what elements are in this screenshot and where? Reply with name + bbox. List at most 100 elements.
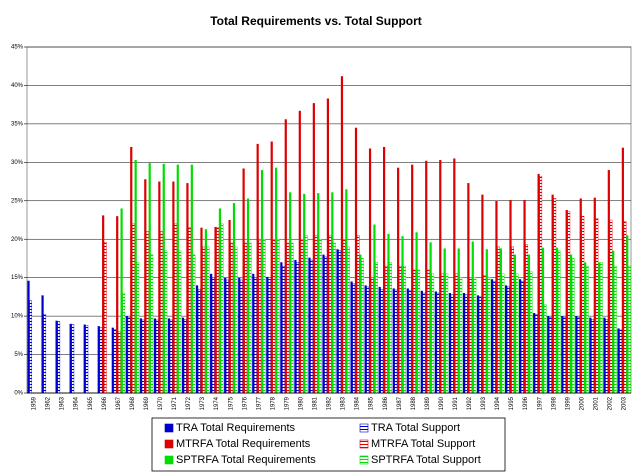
bar (567, 211, 571, 394)
legend-label: MTRFA Total Requirements (176, 438, 311, 450)
legend-swatch (359, 439, 369, 449)
bar (345, 189, 348, 393)
bar (240, 279, 243, 394)
bar (195, 285, 199, 393)
x-tick-label: 1965 (88, 396, 94, 410)
x-tick-label: 1985 (369, 396, 375, 410)
bar (354, 127, 358, 393)
bar (420, 290, 423, 393)
bar (230, 242, 234, 394)
y-tick-label: 45% (11, 45, 24, 51)
bar (246, 198, 250, 393)
bar (382, 146, 386, 393)
bar (565, 210, 568, 393)
bar (499, 248, 502, 393)
x-tick-label: 1993 (481, 396, 487, 410)
bar (415, 232, 418, 393)
bar (549, 317, 552, 394)
bar (547, 316, 550, 393)
bar (584, 262, 587, 393)
bar (628, 265, 631, 394)
bar (155, 319, 159, 394)
x-tick-label: 1990 (439, 396, 445, 410)
bar (425, 160, 428, 393)
bar (373, 224, 376, 393)
bar (244, 242, 248, 394)
bar (527, 254, 531, 393)
bar (448, 293, 452, 393)
bar (224, 277, 227, 393)
bar (178, 250, 182, 394)
bar (455, 273, 458, 394)
y-tick-label: 35% (11, 121, 24, 127)
bar (541, 247, 545, 393)
y-tick-label: 25% (11, 198, 24, 204)
bar (69, 323, 72, 393)
x-tick-label: 1987 (397, 396, 403, 410)
legend-swatch (164, 439, 174, 449)
bar (71, 324, 75, 394)
bar (216, 227, 220, 394)
legend-swatch (359, 423, 369, 433)
legend-label: TRA Total Requirements (176, 422, 296, 434)
bar (607, 170, 610, 393)
bar (352, 283, 356, 394)
bar (192, 254, 196, 394)
bar (563, 317, 566, 394)
bar (586, 265, 589, 394)
bar (529, 271, 533, 394)
bar (176, 164, 179, 393)
bar (557, 250, 561, 394)
bar (434, 291, 437, 393)
bar (118, 331, 121, 394)
y-tick-label: 40% (11, 83, 24, 89)
bar (172, 181, 175, 393)
bar (521, 281, 524, 394)
bar (507, 286, 510, 394)
x-tick-label: 1988 (411, 396, 417, 410)
bar (169, 319, 173, 394)
legend-swatch (164, 455, 174, 465)
bar (190, 164, 193, 393)
bar (575, 316, 578, 393)
bar (467, 183, 470, 393)
x-tick-label: 2001 (593, 396, 599, 410)
bar (445, 273, 449, 394)
bar (495, 200, 498, 393)
bar (148, 163, 151, 393)
bar (605, 318, 608, 394)
bar (116, 216, 119, 393)
bar (204, 229, 207, 393)
x-tick-label: 1966 (102, 396, 108, 410)
bar (111, 327, 114, 393)
bar (210, 273, 213, 393)
bar (228, 220, 231, 393)
bar (436, 292, 440, 394)
bar (579, 198, 582, 393)
bar (555, 247, 559, 393)
x-tick-label: 1995 (509, 396, 515, 410)
bar (509, 200, 512, 393)
x-tick-label: 1959 (32, 396, 38, 410)
bar (242, 168, 245, 393)
x-tick-label: 1975 (228, 396, 234, 410)
x-tick-label: 2000 (579, 396, 585, 410)
bar (492, 281, 496, 394)
bar (322, 254, 325, 393)
bar (427, 269, 430, 394)
bar (476, 295, 480, 393)
bar (505, 285, 508, 393)
bar (595, 218, 599, 394)
bar (277, 239, 280, 394)
bar (99, 327, 103, 394)
bar (609, 219, 613, 394)
bar (310, 259, 313, 394)
bar (160, 231, 163, 394)
bar (621, 147, 624, 393)
bar (212, 277, 215, 394)
bar (144, 179, 147, 393)
y-tick-label: 5% (14, 352, 23, 358)
x-tick-label: 1989 (425, 396, 431, 410)
x-tick-label: 1974 (214, 396, 220, 410)
bar (258, 240, 262, 394)
